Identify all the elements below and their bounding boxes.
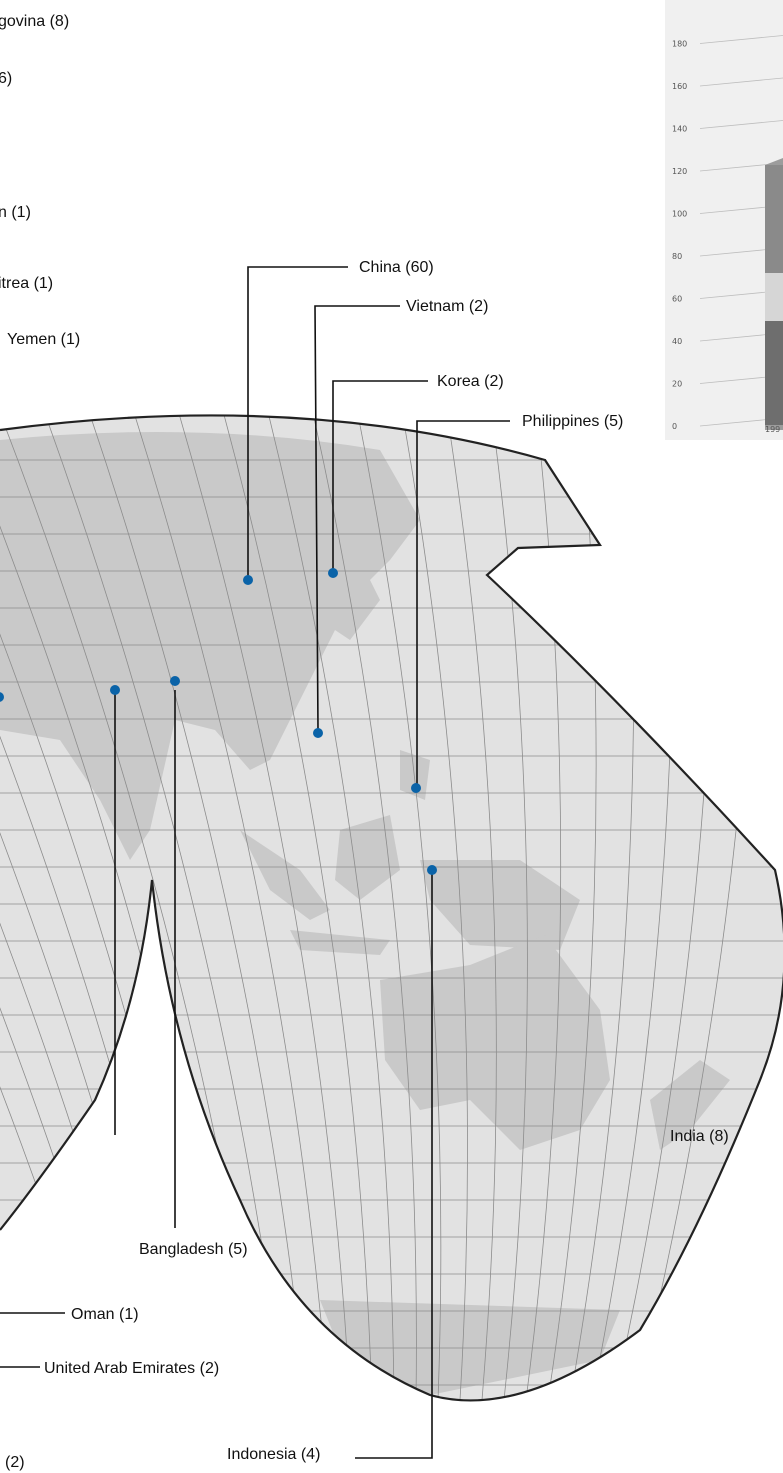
indonesia-marker[interactable]: [427, 865, 437, 875]
inset-ytick-label: 180: [672, 40, 687, 49]
partial-label-c: n (1): [0, 204, 31, 221]
meridian-line: [489, 415, 528, 1401]
meridian-line: [354, 415, 442, 1401]
java-landmass: [290, 930, 390, 955]
meridian-line: [309, 415, 417, 1401]
philippines-leader-line: [416, 420, 510, 790]
meridian-line: [219, 415, 373, 1401]
inset-ytick-label: 160: [672, 82, 687, 91]
inset-bar-segment-light: [765, 273, 783, 321]
labels: govina (8) 6) n (1) itrea (1) Yemen (1) …: [0, 13, 729, 1471]
label-philippines: Philippines (5): [522, 413, 623, 430]
label-vietnam: Vietnam (2): [406, 298, 488, 315]
india-marker[interactable]: [110, 685, 120, 695]
label-india: India (8): [670, 1128, 729, 1145]
asia-landmass: [0, 432, 420, 860]
offscreen-marker[interactable]: [0, 692, 4, 702]
bangladesh-marker[interactable]: [170, 676, 180, 686]
inset-gridline: [699, 120, 783, 129]
inset-ytick-label: 60: [672, 295, 682, 304]
inset-ytick-label: 40: [672, 337, 682, 346]
vietnam-marker[interactable]: [313, 728, 323, 738]
china-marker[interactable]: [243, 575, 253, 585]
philippines-landmass: [400, 750, 430, 800]
korea-japan-landmass: [300, 540, 380, 640]
china-leader-line: [247, 266, 348, 580]
inset-gridline: [699, 77, 783, 87]
meridian-line: [444, 415, 497, 1401]
korea-marker[interactable]: [328, 568, 338, 578]
australia-landmass: [380, 935, 610, 1150]
leader-lines: [0, 266, 510, 1459]
markers: [0, 568, 437, 875]
inset-ytick-label: 80: [672, 252, 682, 261]
korea-leader-line: [332, 380, 428, 573]
inset-ytick-label: 20: [672, 380, 682, 389]
partial-label-e: (2): [5, 1454, 25, 1471]
inset-chart: 0 20 40 60 80 100 120 140 160 180 199: [665, 0, 783, 440]
label-china: China (60): [359, 259, 434, 276]
meridian-line: [399, 415, 468, 1401]
sumatra-landmass: [240, 830, 330, 920]
label-indonesia: Indonesia (4): [227, 1446, 320, 1463]
inset-ytick-label: 120: [672, 167, 687, 176]
inset-gridline: [699, 35, 783, 44]
new-zealand-landmass: [650, 1060, 730, 1150]
inset-bar-segment-striped: [765, 321, 783, 425]
label-uae: United Arab Emirates (2): [44, 1360, 219, 1377]
inset-bar-segment-dark: [765, 165, 783, 273]
map-outline: [0, 414, 783, 1402]
label-oman: Oman (1): [71, 1306, 139, 1323]
inset-ytick-label: 0: [672, 422, 677, 431]
label-bangladesh: Bangladesh (5): [139, 1241, 248, 1258]
label-korea: Korea (2): [437, 373, 504, 390]
inset-xtick: 199: [765, 425, 780, 434]
inset-ytick-label: 100: [672, 210, 687, 219]
philippines-marker[interactable]: [411, 783, 421, 793]
meridian-line: [174, 415, 351, 1401]
partial-label-bosnia: govina (8): [0, 13, 69, 30]
meridian-line: [264, 415, 395, 1401]
inset-chart-background: [665, 0, 783, 440]
meridian-line: [129, 415, 329, 1401]
new-guinea-landmass: [420, 860, 580, 950]
label-yemen: Yemen (1): [7, 331, 80, 348]
meridian-line: [84, 415, 307, 1401]
antarctica-landmass: [320, 1300, 620, 1395]
indonesia-leader-line: [355, 870, 433, 1459]
inset-ytick-label: 140: [672, 125, 687, 134]
partial-label-eritrea: itrea (1): [0, 275, 53, 292]
vietnam-leader-line: [314, 305, 400, 731]
partial-label-b: 6): [0, 70, 12, 87]
borneo-landmass: [335, 815, 400, 900]
